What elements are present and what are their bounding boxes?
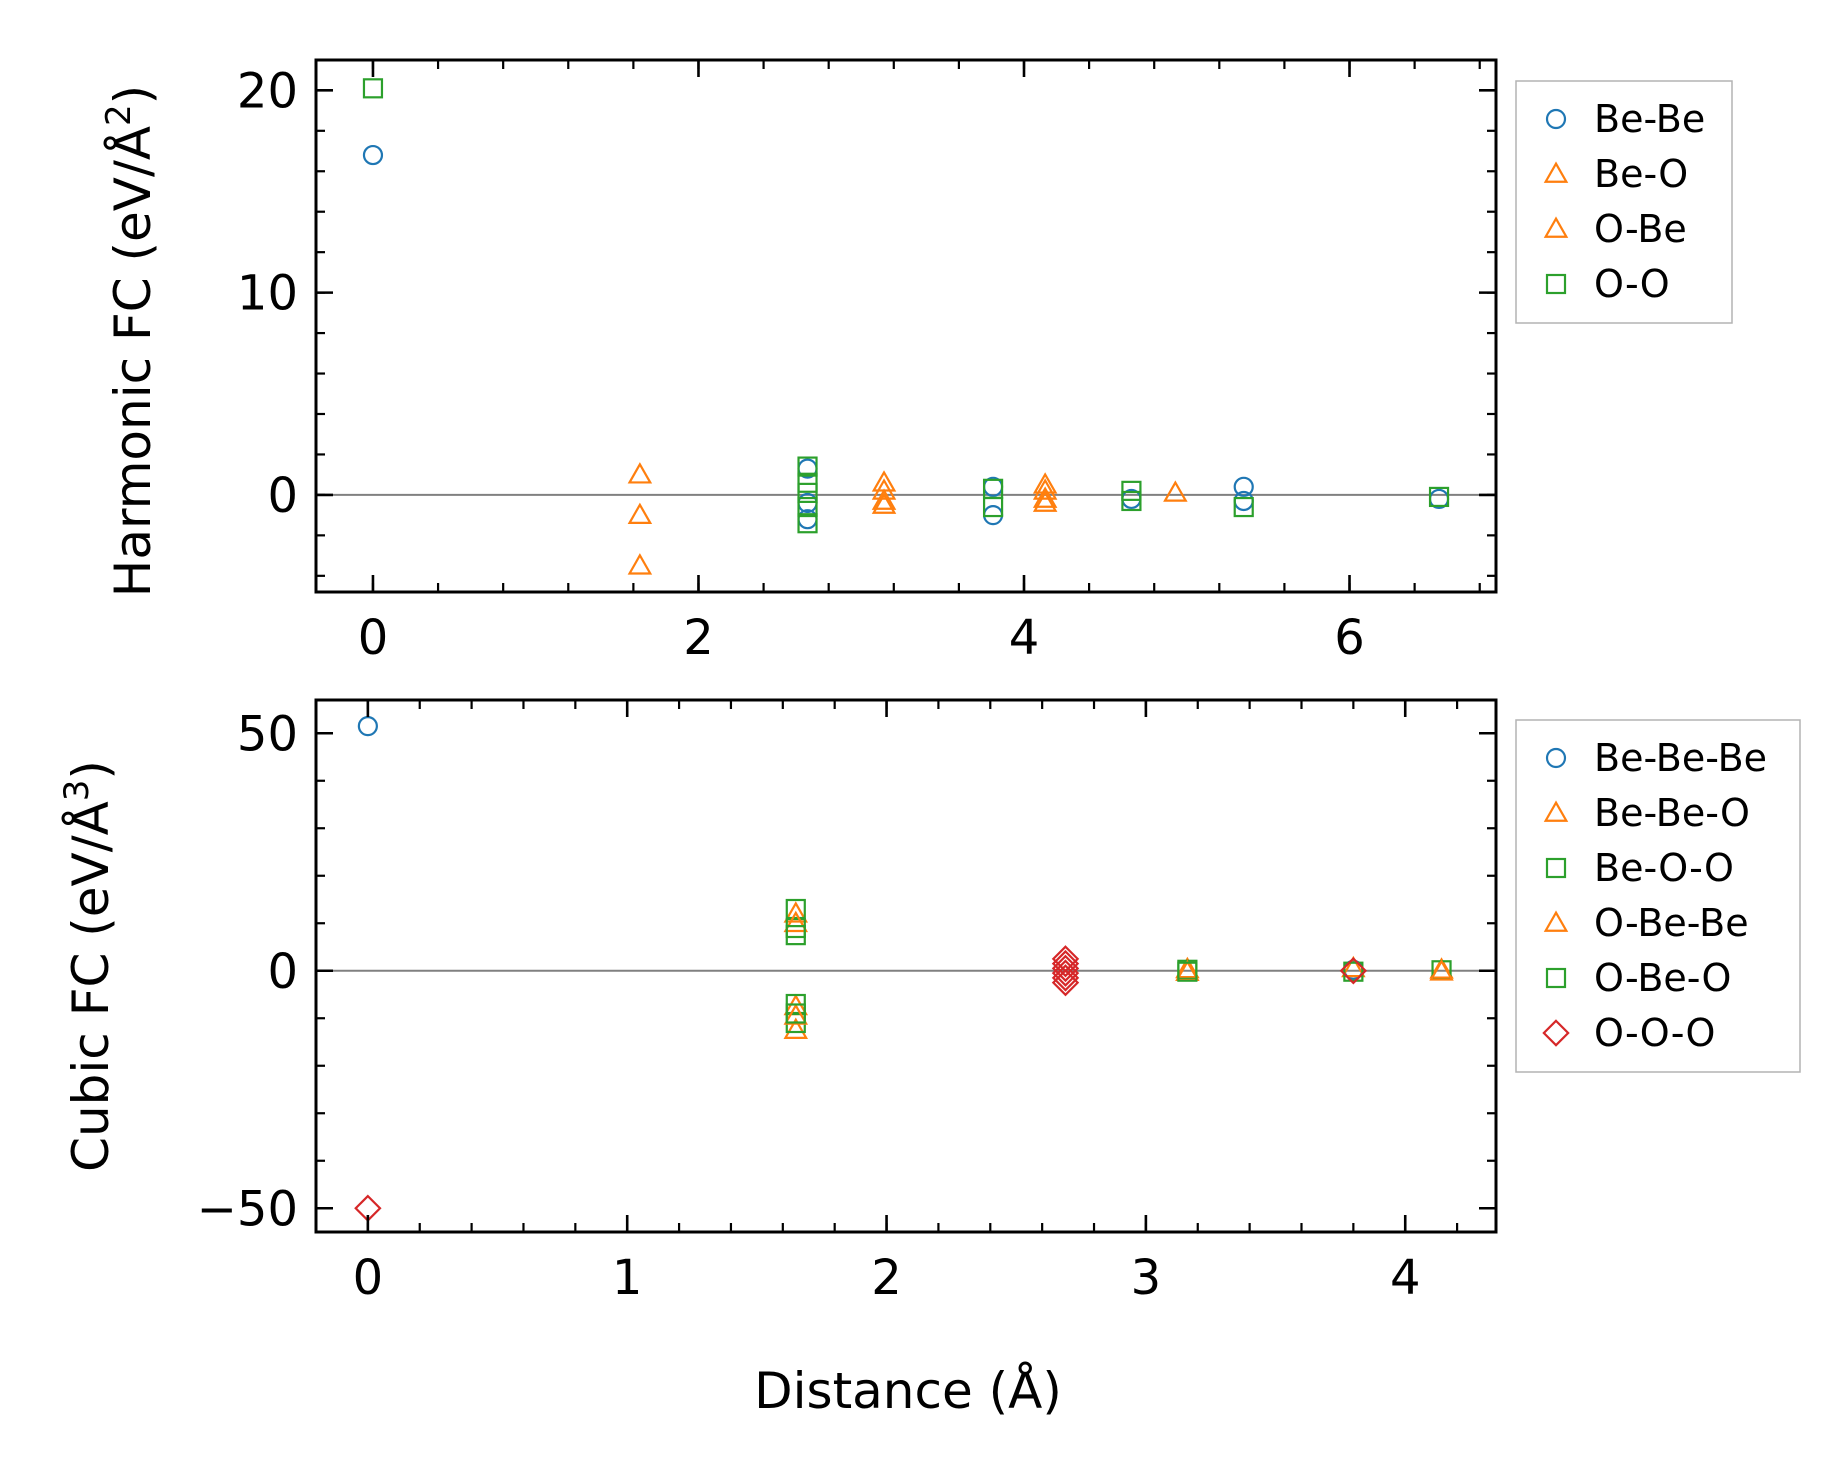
data-point-o-be <box>871 478 897 500</box>
harmonic-axis-ticks: 0 2 4 6 0 10 20 <box>237 60 1496 666</box>
data-point-o-be <box>1032 490 1058 512</box>
data-point-be-o <box>1163 480 1188 502</box>
legend-marker-be-be-be <box>1545 747 1567 769</box>
data-point-o-o <box>797 456 818 477</box>
data-point-o-o <box>797 482 818 503</box>
legend-marker-o-be <box>1543 216 1569 238</box>
data-point-o-o-o <box>1051 949 1080 978</box>
x-tick-label: 0 <box>353 1250 384 1306</box>
harmonic-legend: Be-Be Be-O O-Be O-O <box>1515 80 1733 324</box>
data-point-o-be-be <box>1429 959 1454 981</box>
legend-marker-o-be-o <box>1545 967 1567 989</box>
cubic-y-axis-title: Cubic FC (eV/Å3) <box>57 760 120 1172</box>
data-point-o-o-o <box>1051 964 1080 992</box>
data-point-o-be <box>1032 478 1058 500</box>
data-point-be-be <box>1233 476 1254 497</box>
data-point-be-be-o <box>783 1017 809 1039</box>
data-point-o-o-o <box>1051 954 1080 983</box>
legend-label-be-be-o: Be-Be-O <box>1594 791 1750 835</box>
y-tick-label: 0 <box>267 944 298 1000</box>
legend-label-o-o: O-O <box>1594 262 1670 306</box>
data-point-o-be-o <box>1343 961 1364 982</box>
data-point-o-o <box>982 496 1004 518</box>
data-point-o-be <box>871 492 897 514</box>
x-tick-label: 6 <box>1334 610 1365 666</box>
data-point-be-be-be <box>357 716 378 737</box>
cubic-fc-panel: 0 1 2 3 4 −50 0 50 Cubic FC (eV/Å3) Distance (Å… <box>57 698 1801 1420</box>
data-point-o-o-o <box>1051 959 1080 987</box>
data-point-be-o <box>627 502 653 524</box>
data-point-o-be-o <box>785 925 806 946</box>
data-point-o-be <box>1032 486 1058 508</box>
cubic-data-marks <box>316 716 1496 1222</box>
data-point-o-o <box>1121 480 1142 501</box>
data-point-be-o <box>627 553 653 575</box>
data-point-o-o <box>362 78 384 99</box>
y-tick-label: 50 <box>237 706 298 762</box>
harmonic-data-marks <box>316 78 1496 575</box>
data-point-o-o <box>1121 490 1142 512</box>
legend-label-be-o-o: Be-O-O <box>1594 846 1734 890</box>
x-tick-label: 4 <box>1009 610 1040 666</box>
data-point-o-be-o <box>785 1003 806 1024</box>
legend-label-o-be: O-Be <box>1594 207 1687 251</box>
cubic-plot-frame <box>314 698 1498 1234</box>
x-tick-label: 3 <box>1131 1250 1162 1306</box>
data-point-o-o <box>1428 486 1450 508</box>
x-tick-label: 0 <box>358 610 389 666</box>
data-point-o-o-o <box>1051 968 1080 997</box>
data-point-o-be-be <box>783 910 809 933</box>
data-point-o-o <box>797 472 818 493</box>
data-point-be-be-o <box>1341 955 1366 978</box>
legend-label-o-o-o: O-O-O <box>1594 1011 1715 1055</box>
legend-label-o-be-o: O-Be-O <box>1594 956 1731 1000</box>
y-tick-label: −50 <box>197 1181 298 1237</box>
data-point-be-be-o <box>783 901 809 923</box>
legend-marker-be-o-o <box>1545 857 1567 879</box>
cubic-legend: Be-Be-Be Be-Be-O Be-O-O O-Be-Be O-Be-O O-O-O <box>1515 719 1801 1073</box>
data-point-be-be-o <box>1175 956 1200 979</box>
harmonic-plot-frame <box>314 58 1498 594</box>
legend-marker-be-be <box>1545 108 1567 130</box>
y-tick-label: 10 <box>237 266 298 322</box>
legend-marker-be-o <box>1543 161 1569 183</box>
x-tick-label: 4 <box>1390 1250 1421 1306</box>
data-point-o-o <box>797 496 818 518</box>
y-tick-label: 20 <box>237 63 298 119</box>
data-point-be-o <box>627 462 653 484</box>
x-axis-title: Distance (Å) <box>754 1362 1062 1420</box>
data-point-o-be-be <box>783 1003 809 1025</box>
y-tick-label: 0 <box>267 468 298 524</box>
legend-label-be-be-be: Be-Be-Be <box>1594 736 1767 780</box>
x-tick-label: 2 <box>871 1250 902 1306</box>
data-point-o-o-o <box>1339 957 1368 985</box>
legend-label-be-o: Be-O <box>1594 152 1688 196</box>
legend-label-be-be: Be-Be <box>1594 97 1705 141</box>
legend-marker-o-o <box>1545 273 1567 295</box>
legend-marker-o-be-be <box>1543 910 1569 932</box>
x-tick-label: 2 <box>683 610 714 666</box>
harmonic-legend-box <box>1515 80 1733 324</box>
x-tick-label: 1 <box>612 1250 643 1306</box>
harmonic-fc-panel: 0 2 4 6 0 10 20 Harmonic FC (eV/Å2) Be-Be Be-O O… <box>99 58 1733 666</box>
legend-marker-o-o-o <box>1542 1019 1570 1047</box>
harmonic-y-axis-title: Harmonic FC (eV/Å2) <box>99 85 162 597</box>
data-point-o-be-o <box>1177 961 1198 982</box>
cubic-legend-box <box>1515 719 1801 1073</box>
legend-marker-be-be-o <box>1543 800 1569 822</box>
data-point-o-o <box>1233 496 1254 518</box>
data-point-o-o <box>797 513 818 534</box>
data-point-be-be <box>362 144 384 166</box>
legend-label-o-be-be: O-Be-Be <box>1594 901 1749 945</box>
